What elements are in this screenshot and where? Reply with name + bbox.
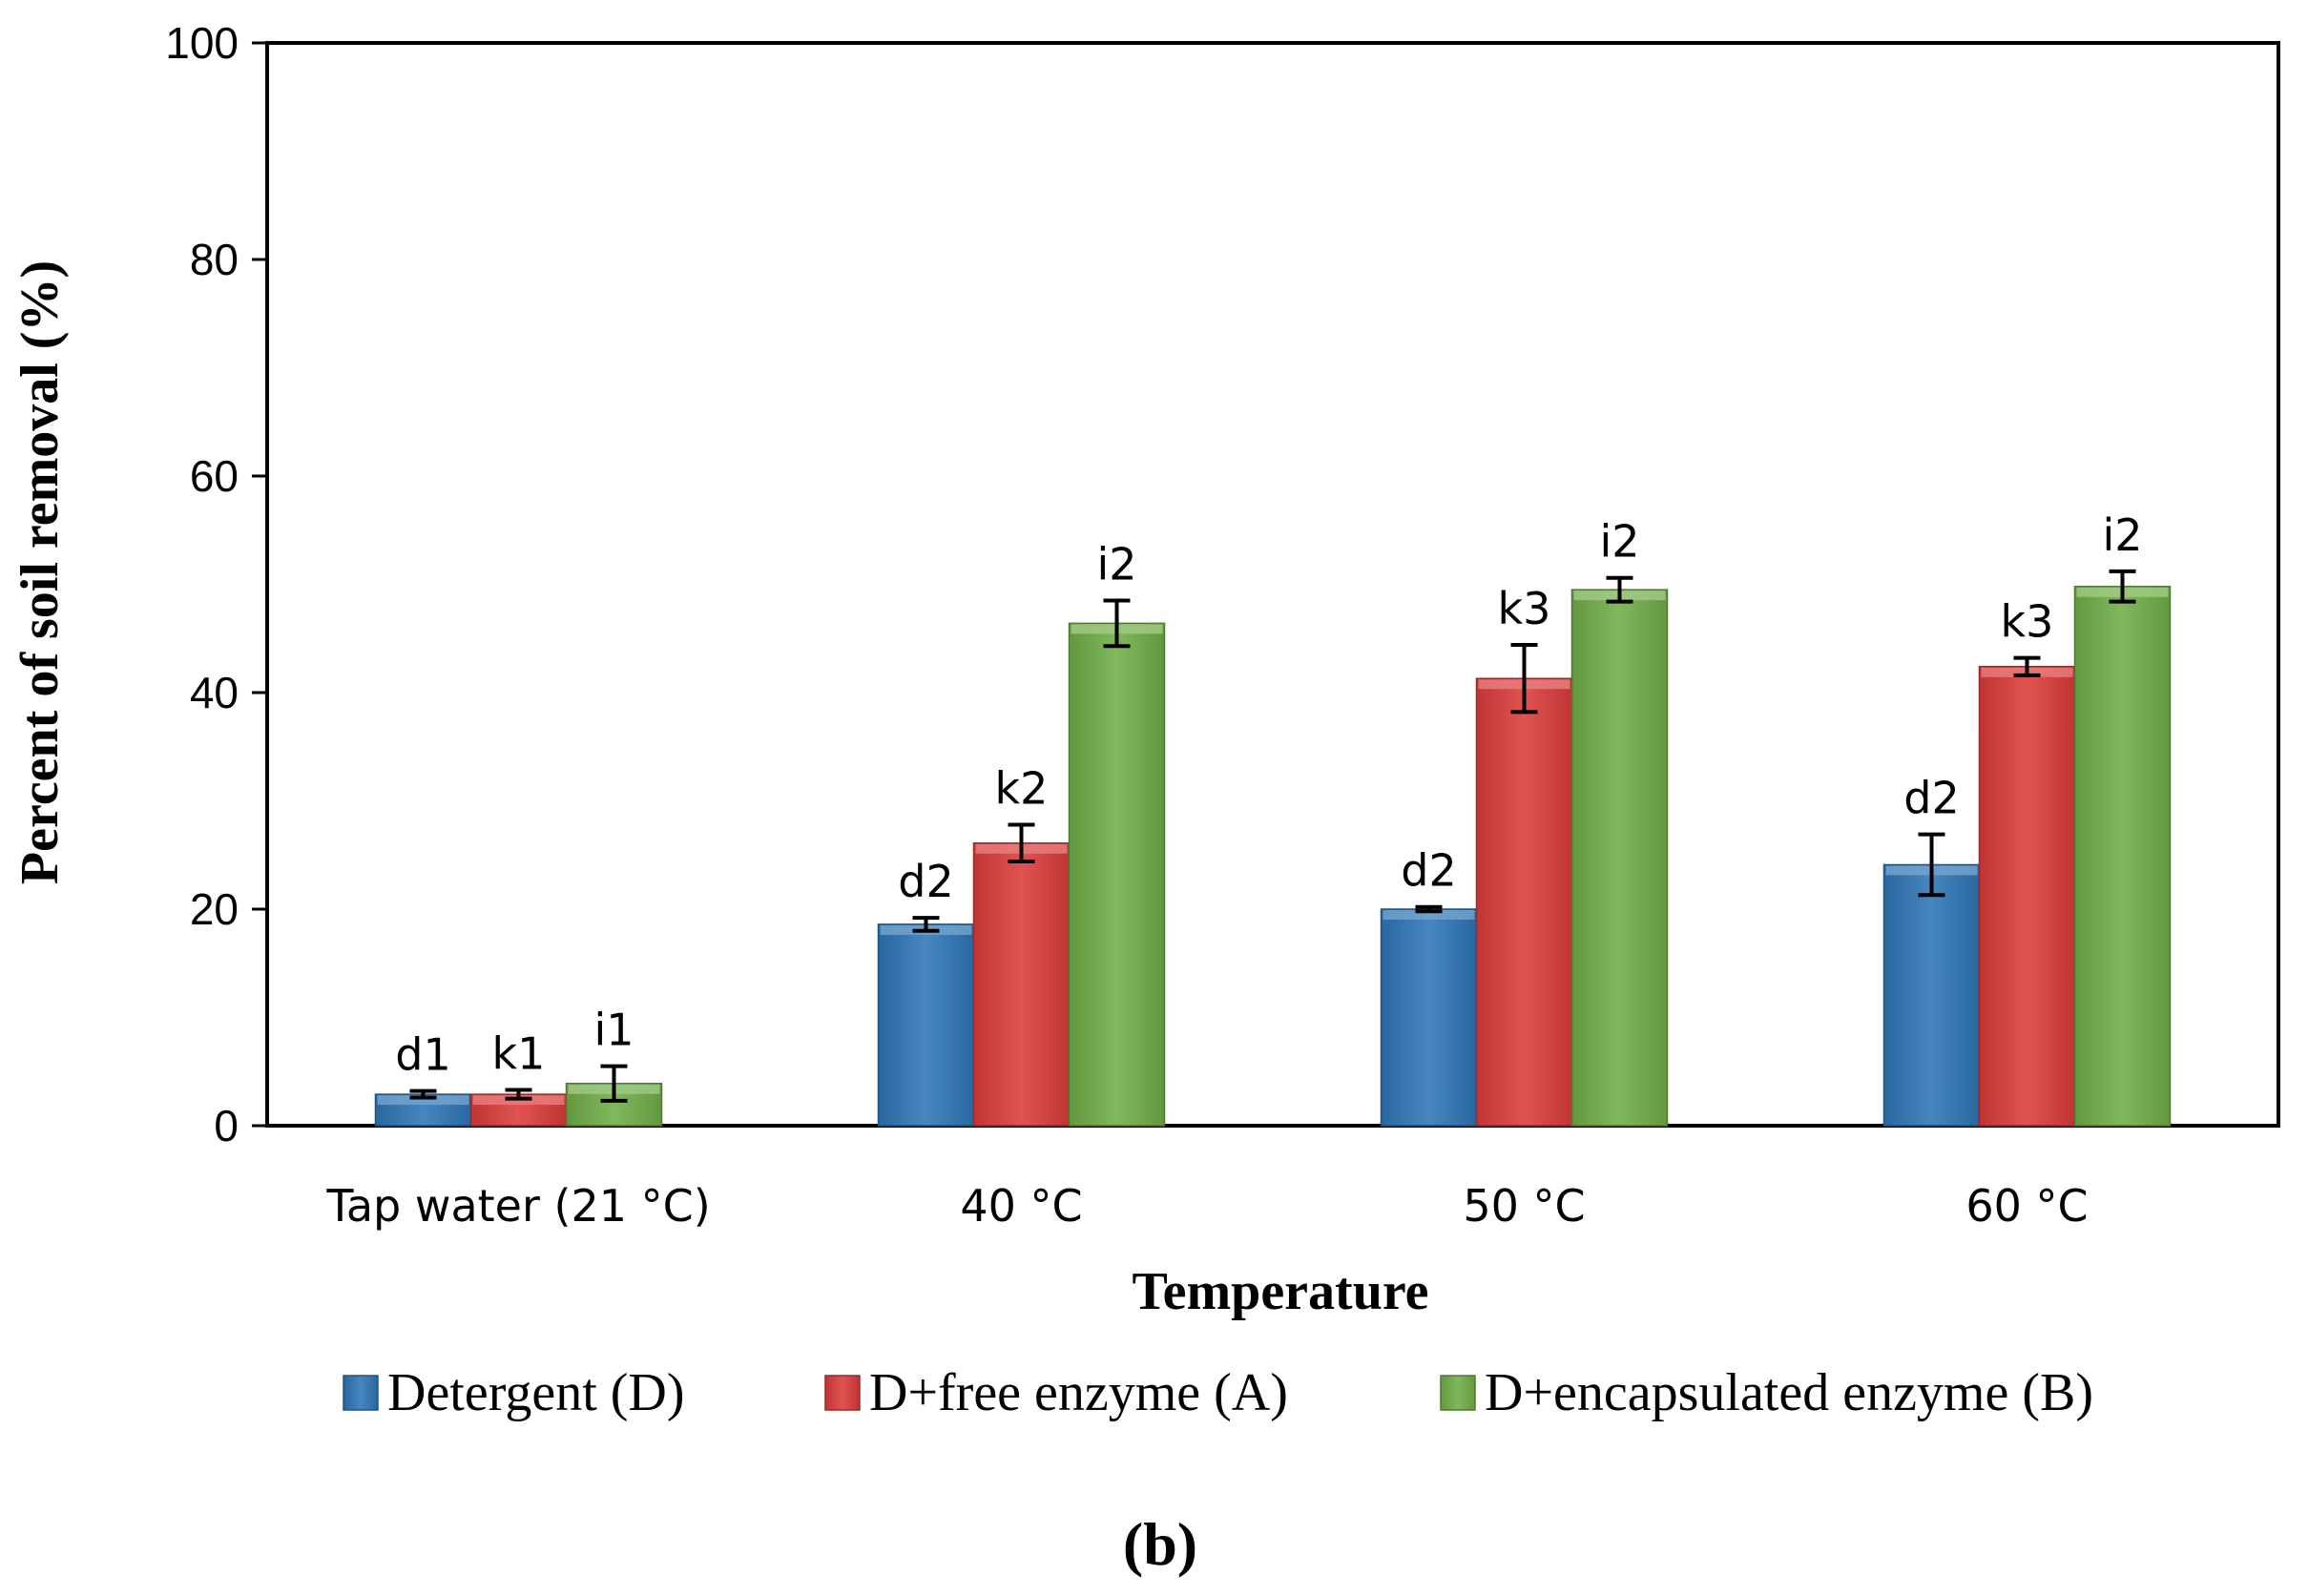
y-tick-label: 20	[190, 884, 239, 934]
significance-label: d2	[1401, 845, 1456, 897]
bar-3-3	[1570, 589, 1669, 1127]
significance-label: i2	[1599, 516, 1639, 568]
y-tick-label: 0	[214, 1101, 239, 1150]
legend-label-1: Detergent (D)	[387, 1363, 685, 1422]
x-tick-label: 60 °C	[1965, 1180, 2088, 1232]
significance-label: d2	[1903, 773, 1959, 824]
legend: Detergent (D) D+free enzyme (A) D+encapsul…	[343, 1363, 2093, 1422]
bar-2-3	[1475, 677, 1573, 1127]
bars: d1 k1 i1 d2 k2 i2 d2 k3 i2 d2 k3 i2	[374, 509, 2172, 1127]
y-axis: 0 20 40 60 80 100	[165, 18, 267, 1150]
significance-label: k3	[1498, 583, 1551, 634]
bar-2-2	[972, 842, 1071, 1127]
bar-1-3	[1380, 908, 1478, 1127]
bar-3-2	[1068, 622, 1166, 1127]
y-tick-label: 100	[165, 18, 239, 68]
bar-highlight	[1383, 910, 1475, 920]
significance-label: i2	[1096, 539, 1136, 591]
y-tick-label: 80	[190, 235, 239, 284]
figure-caption: (b)	[1123, 1510, 1197, 1578]
bar-1-2	[877, 923, 975, 1127]
plot-area	[265, 41, 2280, 1128]
legend-swatch-3	[1440, 1375, 1476, 1411]
legend-label-2: D+free enzyme (A)	[869, 1363, 1288, 1422]
x-tick-label: 40 °C	[960, 1180, 1082, 1232]
legend-swatch-1	[343, 1375, 379, 1411]
bar-2-4	[1978, 666, 2076, 1127]
x-axis-title: Temperature	[1132, 1262, 1428, 1321]
significance-label: d1	[395, 1029, 450, 1081]
y-tick-label: 40	[190, 668, 239, 717]
significance-label: i1	[593, 1005, 634, 1056]
y-tick-label: 60	[190, 451, 239, 501]
significance-label: d2	[898, 856, 953, 907]
plot-border	[265, 41, 2280, 1128]
bar-highlight	[377, 1095, 469, 1106]
significance-label: k2	[995, 762, 1049, 814]
bar-1-4	[1882, 863, 1981, 1127]
legend-swatch-2	[824, 1375, 861, 1411]
significance-label: k1	[492, 1028, 546, 1080]
y-axis-title: Percent of soil removal (%)	[10, 260, 70, 884]
bar-3-4	[2073, 586, 2172, 1127]
significance-label: k3	[2001, 596, 2054, 648]
x-tick-label: Tap water (21 °C)	[325, 1180, 710, 1232]
x-tick-label: 50 °C	[1463, 1180, 1585, 1232]
x-axis: Tap water (21 °C) 40 °C 50 °C 60 °C	[325, 1180, 2088, 1232]
significance-label: i2	[2102, 509, 2142, 561]
legend-label-3: D+encapsulated enzyme (B)	[1485, 1363, 2093, 1422]
